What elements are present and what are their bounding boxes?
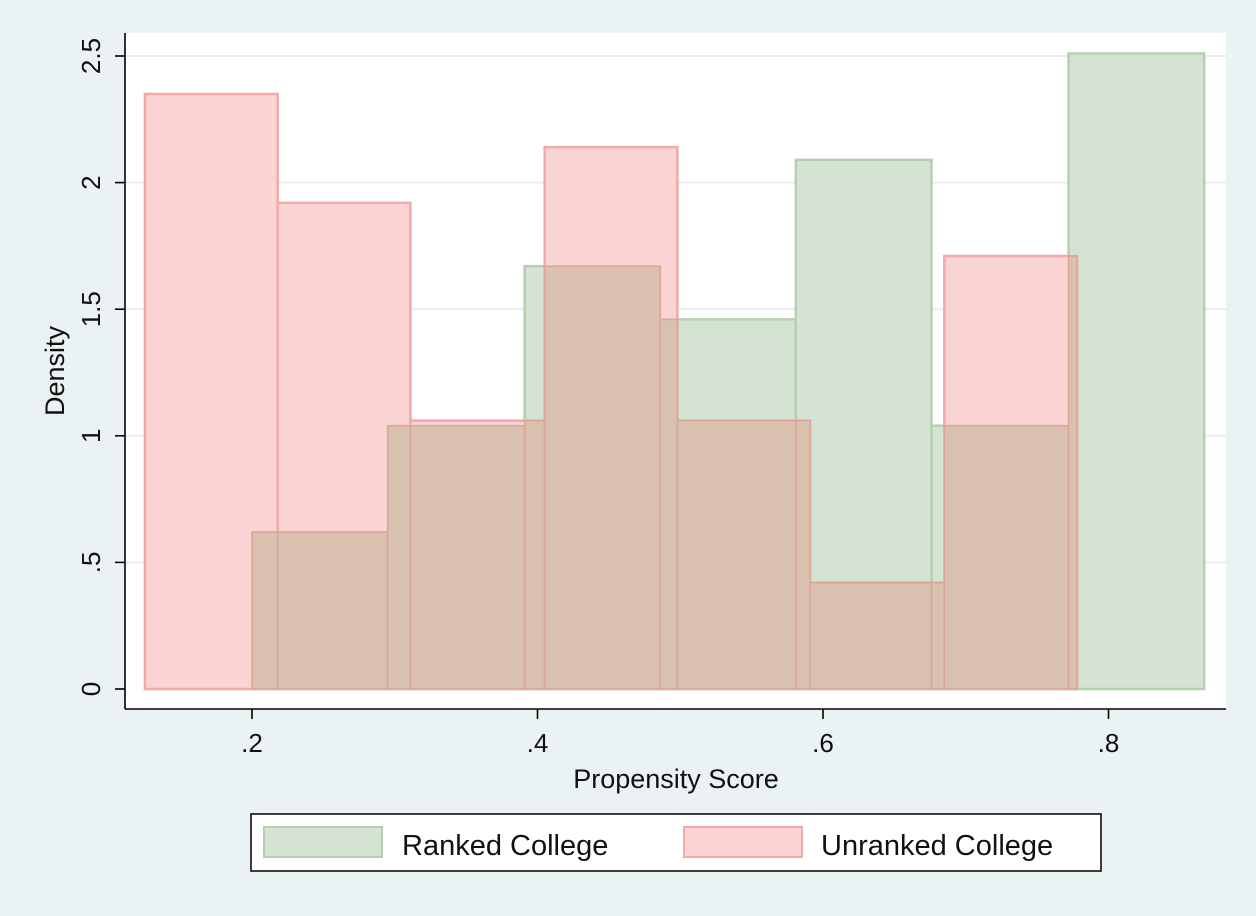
overlap-bar-11 — [943, 424, 1070, 690]
y-tick-label-1: .5 — [76, 552, 106, 574]
x-tick-label-0: .2 — [241, 728, 263, 758]
x-tick-label-1: .4 — [527, 728, 549, 758]
overlap-bar-0 — [251, 531, 279, 690]
legend-label-ranked-college: Ranked College — [402, 830, 608, 862]
x-tick-label-2: .6 — [812, 728, 834, 758]
overlap-bar-5 — [543, 265, 662, 690]
axes — [124, 33, 1226, 710]
y-tick-label-3: 1.5 — [76, 291, 106, 327]
overlap-bars — [251, 255, 1078, 690]
legend-label-unranked-college: Unranked College — [821, 830, 1053, 862]
overlap-bar-12 — [1067, 255, 1078, 690]
overlap-bar-1 — [276, 531, 389, 690]
overlap-bar-10 — [930, 581, 946, 690]
legend-swatch-unranked-college — [683, 826, 803, 858]
ranked-bar-6 — [1067, 52, 1206, 691]
x-tick-label-3: .8 — [1098, 728, 1120, 758]
legend: Ranked College Unranked College — [250, 813, 1102, 872]
y-tick-label-0: 0 — [76, 682, 106, 696]
overlap-bar-3 — [409, 424, 526, 690]
y-tick-label-4: 2 — [76, 175, 106, 189]
legend-box — [250, 813, 1102, 872]
overlap-bar-4 — [523, 419, 546, 690]
y-ticks: 0 .5 1 1.5 2 2.5 — [76, 38, 125, 696]
y-tick-label-5: 2.5 — [76, 38, 106, 74]
overlap-bar-9 — [809, 581, 933, 690]
legend-swatch-ranked-college — [263, 826, 383, 858]
y-axis-title: Density — [40, 325, 70, 416]
overlap-bar-7 — [676, 419, 797, 690]
overlap-bar-8 — [795, 419, 811, 690]
overlap-bar-2 — [386, 424, 412, 690]
x-axis-title: Propensity Score — [573, 764, 779, 794]
y-tick-label-2: 1 — [76, 429, 106, 443]
x-ticks: .2 .4 .6 .8 — [241, 709, 1119, 758]
overlap-bar-6 — [659, 318, 679, 690]
